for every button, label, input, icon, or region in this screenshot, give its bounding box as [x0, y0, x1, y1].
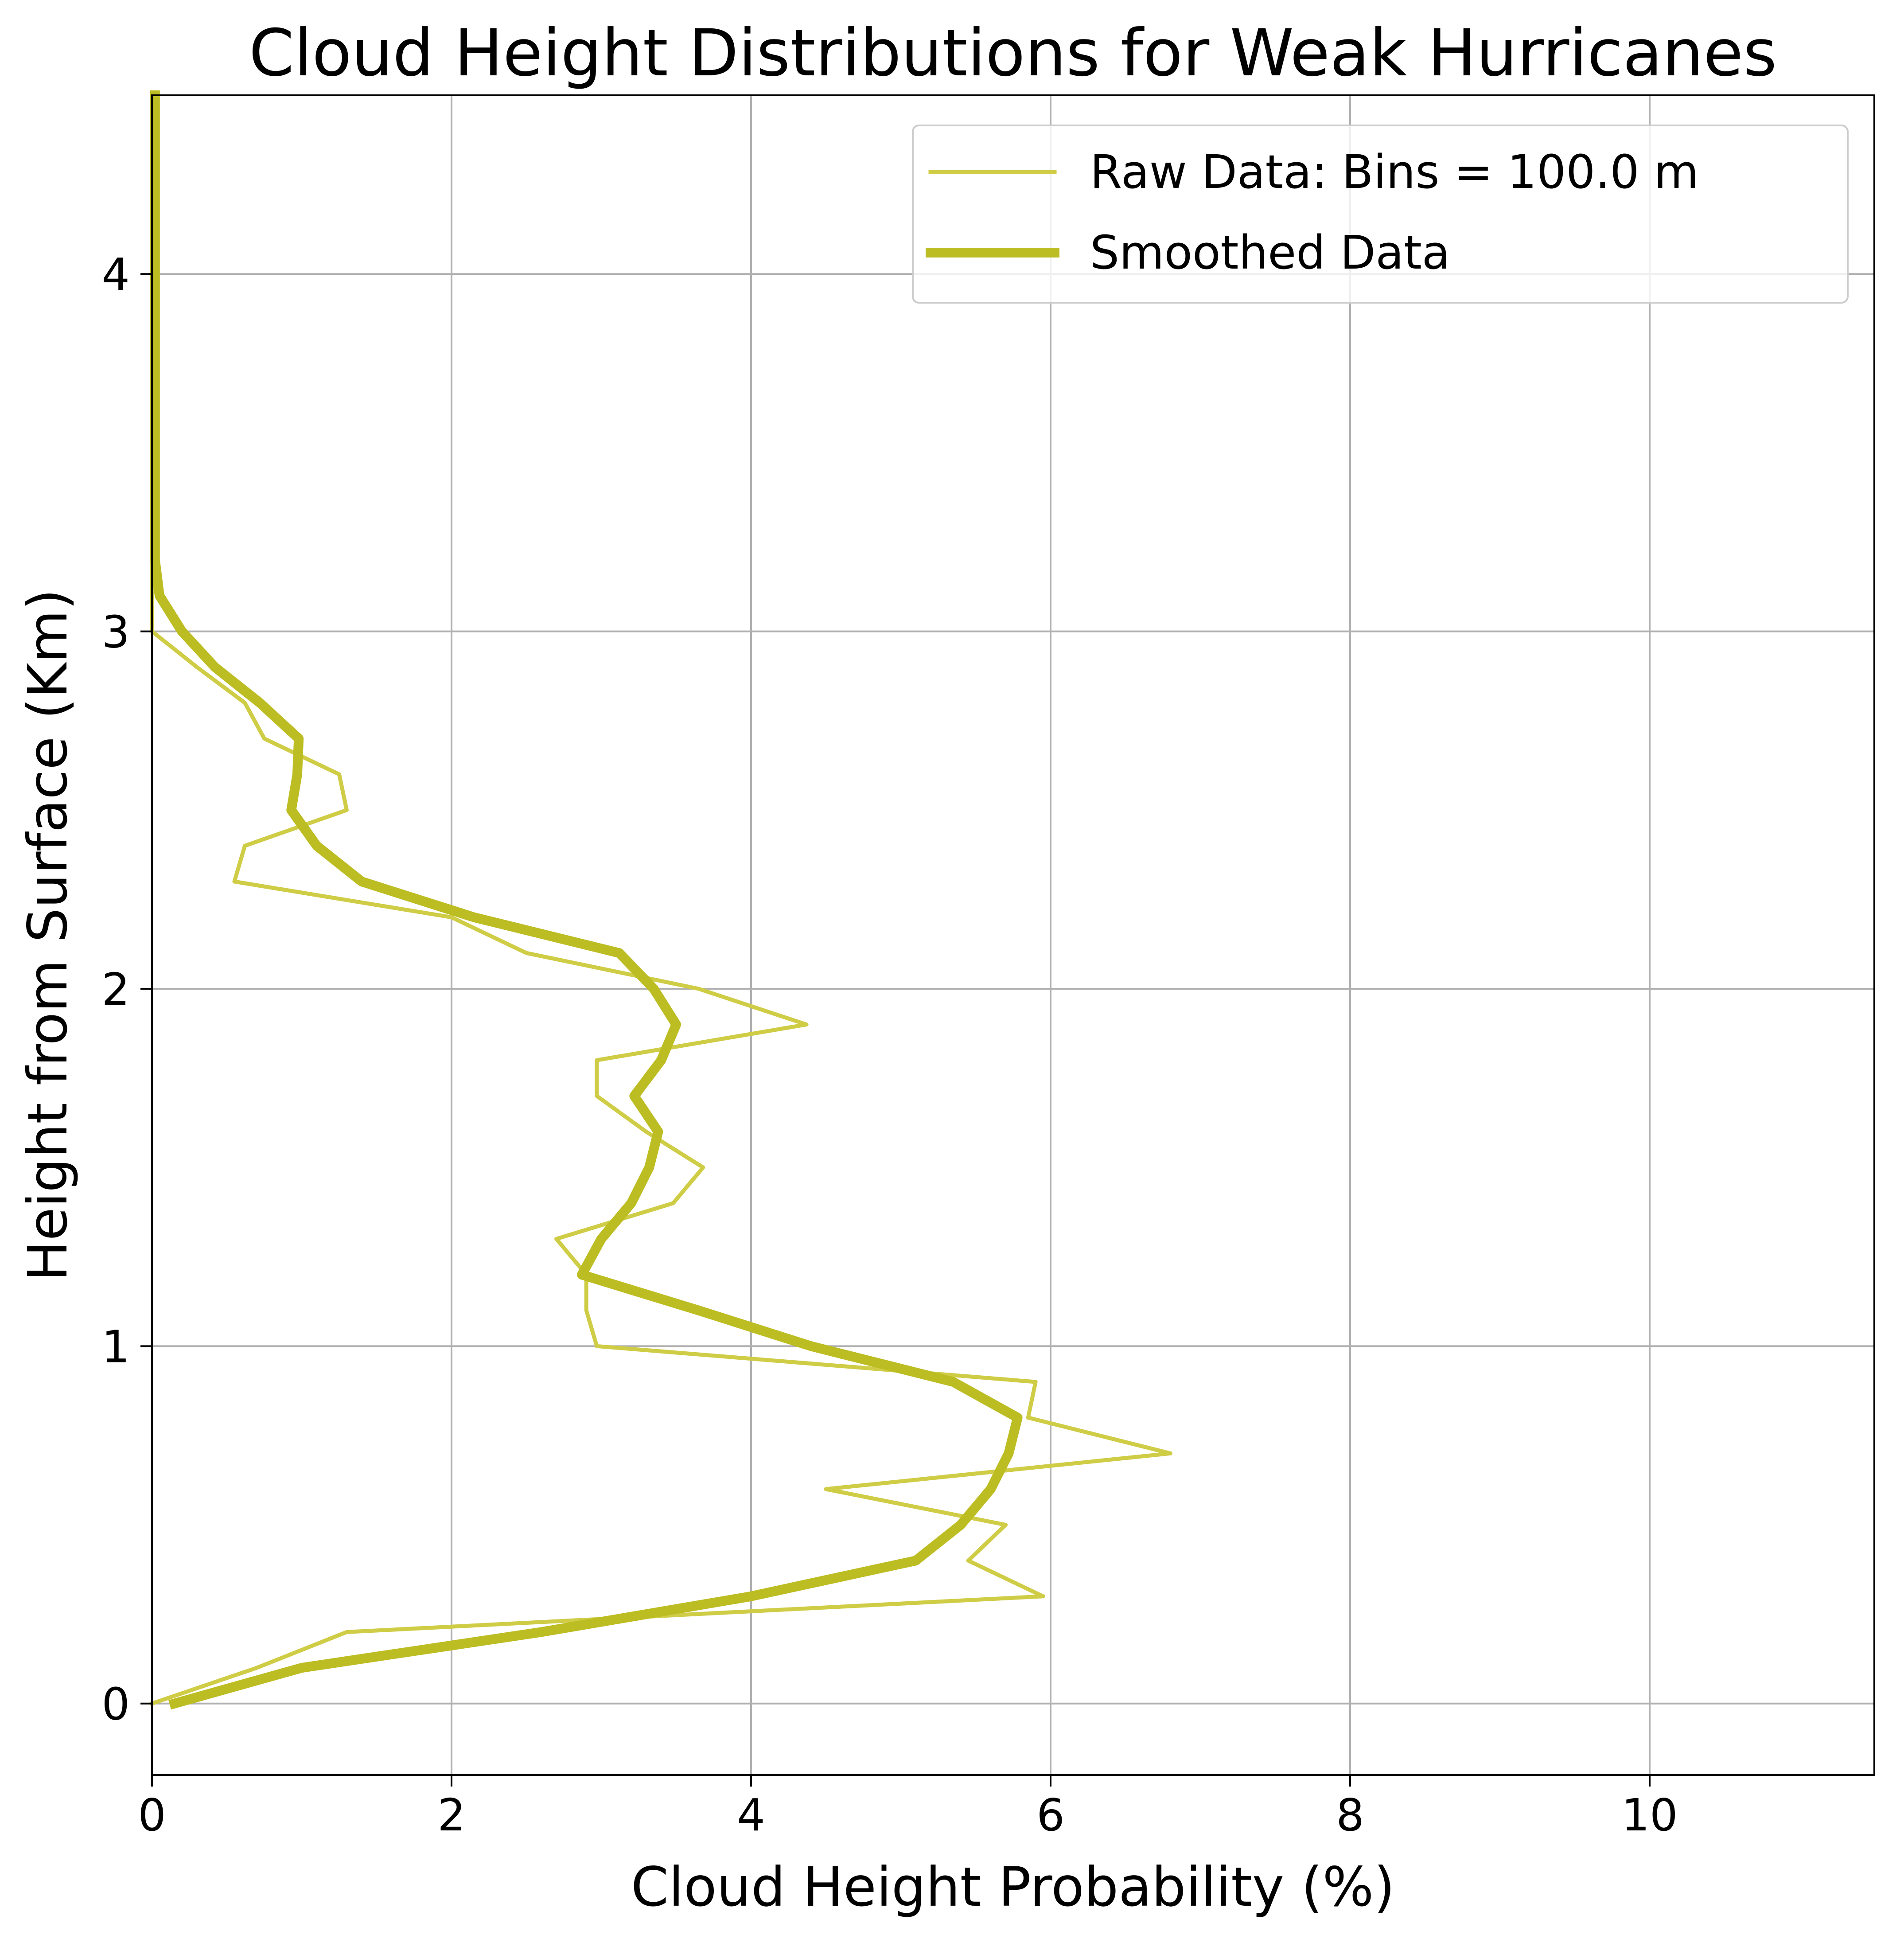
legend-label-raw-data: Raw Data: Bins = 100.0 m: [1090, 145, 1699, 199]
y-tick-label-4: 4: [101, 249, 130, 300]
y-tick-label-2: 2: [101, 964, 130, 1015]
x-tick-label-6: 6: [1036, 1789, 1065, 1841]
legend-label-smoothed-data: Smoothed Data: [1090, 226, 1450, 280]
plot-area-frame: [152, 95, 1874, 1775]
legend: Raw Data: Bins = 100.0 m Smoothed Data: [913, 125, 1848, 303]
x-axis-label: Cloud Height Probability (%): [631, 1856, 1395, 1919]
y-tick-label-0: 0: [101, 1678, 130, 1730]
x-tick-label-4: 4: [737, 1789, 765, 1841]
y-axis-label: Height from Surface (Km): [16, 589, 79, 1281]
raw-data-line: [152, 95, 1170, 1704]
y-tick-label-3: 3: [101, 606, 130, 658]
chart-title: Cloud Height Distributions for Weak Hurr…: [249, 16, 1777, 91]
grid-lines: [152, 95, 1874, 1775]
x-tick-label-0: 0: [138, 1789, 166, 1841]
x-tick-label-2: 2: [437, 1789, 466, 1841]
series-lines: [152, 95, 1170, 1704]
y-tick-label-1: 1: [101, 1321, 130, 1373]
x-tick-label-8: 8: [1336, 1789, 1364, 1841]
x-tick-label-10: 10: [1621, 1789, 1678, 1841]
smoothed-data-line: [155, 95, 1018, 1704]
